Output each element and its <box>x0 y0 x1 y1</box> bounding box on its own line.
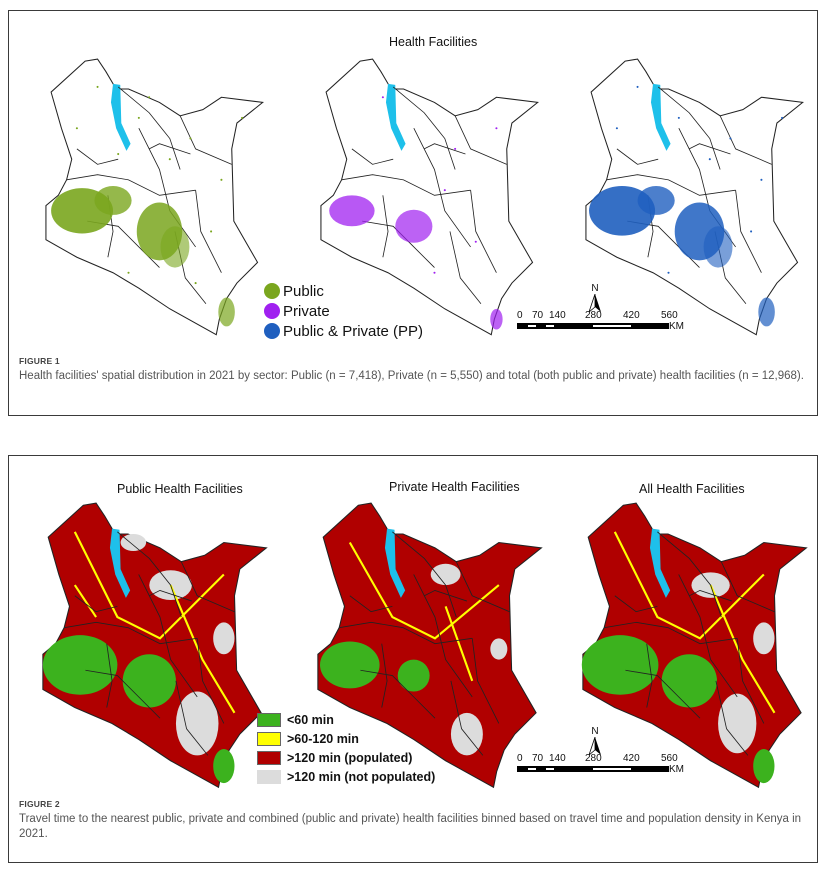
scale-ticks: 0 70 140 280 420 560 <box>517 310 678 321</box>
private-dot-icon <box>264 303 280 319</box>
panel-title-all: All Health Facilities <box>639 482 745 496</box>
scale-bar: N 0 70 140 280 420 560 KM <box>517 283 687 333</box>
map-all-travel-time <box>549 468 819 798</box>
legend-item-public-private: Public & Private (PP) <box>264 321 423 341</box>
public-private-dot-icon <box>264 323 280 339</box>
scale-bar: N 0 70 140 280 420 560 KM <box>517 726 687 776</box>
panel-title-private: Private Health Facilities <box>389 480 520 494</box>
figure-2-caption: FIGURE 2 Travel time to the nearest publ… <box>19 799 802 840</box>
figure-1: Health Facilities <box>8 10 818 416</box>
map-public-travel-time <box>9 468 279 798</box>
green-swatch-icon <box>257 712 281 727</box>
public-dot-icon <box>264 283 280 299</box>
scale-bar-graphic <box>517 323 669 329</box>
map-title: Health Facilities <box>389 35 478 49</box>
yellow-swatch-icon <box>257 731 281 746</box>
legend-item-public: Public <box>264 281 423 301</box>
red-swatch-icon <box>257 750 281 765</box>
legend-item-over-120-populated: >120 min (populated) <box>257 748 435 767</box>
north-arrow-icon: N <box>585 726 605 758</box>
legend-travel-time: <60 min >60-120 min >120 min (populated)… <box>257 710 435 786</box>
map-private-facilities <box>284 25 554 345</box>
legend-sectors: Public Private Public & Private (PP) <box>264 281 423 341</box>
figure-2: Public Health Facilities Private Health … <box>8 455 818 863</box>
scale-ticks: 0 70 140 280 420 560 <box>517 753 678 764</box>
north-arrow-icon: N <box>585 283 605 315</box>
figure-1-caption: FIGURE 1 Health facilities' spatial dist… <box>19 356 804 382</box>
legend-item-over-120-not-populated: >120 min (not populated) <box>257 767 435 786</box>
map-public-facilities <box>9 25 279 345</box>
gray-swatch-icon <box>257 769 281 784</box>
legend-item-private: Private <box>264 301 423 321</box>
scale-bar-graphic <box>517 766 669 772</box>
legend-item-60-120: >60-120 min <box>257 729 435 748</box>
legend-item-under-60: <60 min <box>257 710 435 729</box>
map-private-travel-time <box>284 468 554 798</box>
map-all-facilities <box>549 25 819 345</box>
panel-title-public: Public Health Facilities <box>117 482 243 496</box>
